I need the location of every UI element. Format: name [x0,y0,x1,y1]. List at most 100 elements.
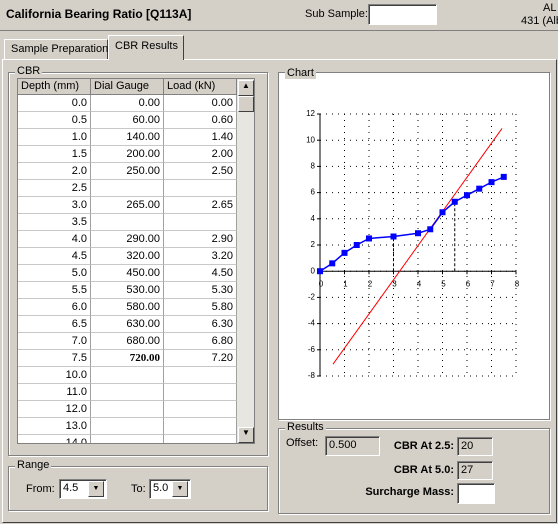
table-cell[interactable]: 6.30 [164,316,237,333]
table-cell[interactable]: 265.00 [91,197,164,214]
table-cell[interactable]: 0.60 [164,112,237,129]
table-cell[interactable]: 2.50 [164,163,237,180]
data-point [390,233,397,240]
y-tick-label: -2 [308,293,316,302]
table-cell[interactable] [164,214,237,231]
scrollbar[interactable] [237,79,254,443]
table-cell[interactable]: 320.00 [91,248,164,265]
table-cell[interactable]: 450.00 [91,265,164,282]
sub-sample-input[interactable] [368,4,437,25]
to-select[interactable]: 5.0 ▼ [149,479,191,499]
table-cell[interactable]: 7.0 [18,333,91,350]
table-cell[interactable] [91,180,164,197]
table-cell[interactable] [91,401,164,418]
table-cell[interactable]: 630.00 [91,316,164,333]
tab[interactable]: Sample Preparation [4,39,108,59]
table-cell[interactable]: 4.0 [18,231,91,248]
table-cell[interactable]: 6.0 [18,299,91,316]
table-cell[interactable]: 5.30 [164,282,237,299]
from-select[interactable]: 4.5 ▼ [59,479,107,499]
from-label: From: [26,483,55,495]
table-cell[interactable] [164,418,237,435]
table-cell[interactable]: 6.80 [164,333,237,350]
cbr-table: Depth (mm) Dial Gauge Load (kN) 14.0 13.0… [17,78,255,444]
table-cell[interactable]: 290.00 [91,231,164,248]
table-cell[interactable]: 5.0 [18,265,91,282]
x-tick-label: 7 [490,279,495,288]
table-cell[interactable]: 10.0 [18,367,91,384]
data-point [317,268,323,275]
scroll-thumb[interactable] [238,96,254,112]
table-cell[interactable] [164,401,237,418]
sub-sample-label: Sub Sample: [305,8,368,20]
window-title: California Bearing Ratio [Q113A] [6,7,192,21]
table-cell[interactable] [164,384,237,401]
scroll-down[interactable]: ▼ [238,427,254,443]
table-cell[interactable]: 580.00 [91,299,164,316]
tab-label: Sample Preparation [11,43,109,55]
table-cell[interactable]: 0.0 [18,95,91,112]
table-cell[interactable] [91,418,164,435]
table-cell[interactable]: 1.5 [18,146,91,163]
table-cell[interactable]: 2.90 [164,231,237,248]
data-point [415,230,421,237]
surcharge-label: Surcharge Mass: [365,486,454,498]
table-cell[interactable]: 7.5 [18,350,91,367]
y-tick-label: 6 [311,188,316,197]
header-bar [0,0,558,31]
table-cell[interactable]: 2.0 [18,163,91,180]
table-cell[interactable]: 14.0 [18,435,91,443]
table-cell[interactable]: 530.00 [91,282,164,299]
offset-value: 0.500 [329,439,357,451]
table-cell[interactable]: 3.0 [18,197,91,214]
scroll-up[interactable]: ▲ [238,80,254,96]
dropdown-button[interactable]: ▼ [172,481,188,497]
dropdown-button[interactable]: ▼ [88,481,104,497]
table-cell[interactable]: 0.00 [91,95,164,112]
table-cell[interactable] [91,214,164,231]
table-cell[interactable]: 60.00 [91,112,164,129]
table-cell[interactable] [91,367,164,384]
lab: 431 (Alb [521,15,558,27]
table-cell[interactable]: 6.5 [18,316,91,333]
table-cell[interactable] [164,367,237,384]
table-cell[interactable]: 4.5 [18,248,91,265]
table-cell[interactable]: 5.5 [18,282,91,299]
table-cell[interactable]: 11.0 [18,384,91,401]
y-tick-label: 0 [311,266,316,275]
table-cell[interactable]: 3.5 [18,214,91,231]
table-cell[interactable]: 2.65 [164,197,237,214]
cbr-group: CBR [8,65,268,456]
table-cell[interactable]: 680.00 [91,333,164,350]
table-cell[interactable]: 3.20 [164,248,237,265]
table-cell[interactable]: 0.5 [18,112,91,129]
table-cell[interactable] [164,435,237,443]
y-tick-label: -4 [308,319,316,328]
table-cell[interactable]: 140.00 [91,129,164,146]
table-cell[interactable]: 720.00 [91,350,164,367]
table-cell[interactable]: 12.0 [18,401,91,418]
table-cell[interactable]: 1.0 [18,129,91,146]
tab-active[interactable]: CBR Results [108,35,184,60]
table-cell[interactable]: 5.80 [164,299,237,316]
x-tick-label: 8 [515,279,520,288]
table-cell[interactable] [91,435,164,443]
data-point [488,179,495,186]
table-cell[interactable]: 0.00 [164,95,237,112]
table-cell[interactable]: 4.50 [164,265,237,282]
table-cell[interactable]: 1.40 [164,129,237,146]
surcharge-input[interactable] [457,483,495,504]
table-cell[interactable]: 2.5 [18,180,91,197]
to-value: 5.0 [153,482,169,494]
table-cell[interactable]: 200.00 [91,146,164,163]
table-cell[interactable] [91,384,164,401]
table-cell[interactable]: 2.00 [164,146,237,163]
table-cell[interactable]: 13.0 [18,418,91,435]
table-cell[interactable]: 7.20 [164,350,237,367]
table-cell[interactable]: 250.00 [91,163,164,180]
y-tick-label: 10 [306,135,315,144]
table-cell[interactable] [164,180,237,197]
group-title: Chart [285,67,316,79]
x-tick-label: 0 [319,279,324,288]
